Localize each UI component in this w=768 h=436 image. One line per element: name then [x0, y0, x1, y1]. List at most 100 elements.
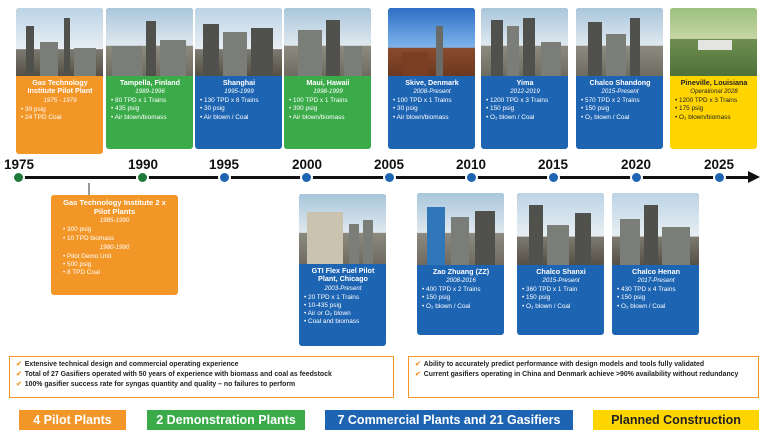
card-spec: 80 TPD x 1 Trains: [111, 97, 189, 105]
card-chalco-shandong: Chalco Shandong 2015-Present 570 TPD x 2…: [576, 8, 663, 149]
card-dates: Operational 2028: [690, 88, 738, 96]
legend-commercial-plants: 7 Commercial Plants and 21 Gasifiers: [325, 410, 573, 430]
legend-demonstration-plants: 2 Demonstration Plants: [147, 410, 305, 430]
timeline-dot: [630, 171, 643, 184]
year-label: 2015: [537, 157, 569, 172]
year-label: 2005: [373, 157, 405, 172]
year-label: 1995: [208, 157, 240, 172]
highlights-right: ✔ Ability to accurately predict performan…: [408, 356, 759, 398]
card-spec: 10-435 psig: [304, 302, 382, 310]
highlight-item: ✔ Total of 27 Gasifiers operated with 50 …: [16, 371, 332, 378]
card-dates: 2008-2016: [446, 277, 476, 285]
timeline-dot: [218, 171, 231, 184]
card-spec: O₂ blown/biomass: [675, 114, 753, 122]
card-dates: 2017-Present: [637, 277, 675, 285]
card-title: Chalco Shanxi: [536, 267, 586, 276]
year-label: 2020: [620, 157, 652, 172]
card-spec: 175 psig: [675, 105, 753, 113]
card-gti-pilot-plant: Gas Technology Institute Pilot Plant 197…: [16, 8, 103, 154]
card-dates: 2015-Present: [601, 88, 639, 96]
card-dates: 1989-1996: [135, 88, 165, 96]
card-spec: 30 psig: [393, 105, 471, 113]
card-spec: 130 TPD x 8 Trains: [200, 97, 278, 105]
card-skive-denmark: Skive, Denmark 2008-Present 100 TPD x 1 …: [388, 8, 475, 149]
card-spec: O₂ blown / Coal: [581, 114, 659, 122]
card-spec: 300 psig: [63, 226, 172, 234]
card-spec: 150 psig: [522, 294, 600, 302]
card-dates: 1998-1999: [313, 88, 343, 96]
card-tampella-finland: Tampella, Finland 1989-1996 80 TPD x 1 T…: [106, 8, 193, 149]
card-spec: Air blown/biomass: [111, 114, 189, 122]
check-icon: ✔: [16, 381, 22, 388]
timeline-dot: [136, 171, 149, 184]
card-chalco-shanxi: Chalco Shanxi 2015-Present 360 TPD x 1 T…: [517, 193, 604, 335]
timeline-dot: [465, 171, 478, 184]
card-spec: O₂ blown / Coal: [422, 303, 500, 311]
skive-photo: [388, 8, 475, 76]
card-title: Pineville, Louisiana: [680, 78, 748, 87]
card-spec: 24 TPD Coal: [21, 114, 99, 122]
card-spec: Air blown / Coal: [200, 114, 278, 122]
card-spec: 1200 TPD x 3 Trains: [486, 97, 564, 105]
year-label: 2000: [291, 157, 323, 172]
card-yima: Yima 2012-2019 1200 TPD x 3 Trains 150 p…: [481, 8, 568, 149]
card-title: Gas Technology Institute 2 x Pilot Plant…: [63, 198, 166, 216]
card-spec: 400 TPD x 2 Trains: [422, 286, 500, 294]
card-pineville-louisiana: Pineville, Louisiana Operational 2028 12…: [670, 8, 757, 149]
check-icon: ✔: [415, 371, 421, 378]
tampella-photo: [106, 8, 193, 76]
card-spec: 8 TPD Coal: [63, 269, 172, 277]
legend-planned-construction: Planned Construction: [593, 410, 759, 430]
year-label: 2025: [703, 157, 735, 172]
card-spec: O₂ blown / Coal: [486, 114, 564, 122]
card-spec: 100 TPD x 1 Trains: [393, 97, 471, 105]
yima-photo: [481, 8, 568, 76]
chalco-henan-photo: [612, 193, 699, 265]
card-spec: Air blown/biomass: [393, 114, 471, 122]
card-dates: 2008-Present: [413, 88, 451, 96]
year-label: 2010: [455, 157, 487, 172]
card-dates: 1985-1990: [99, 217, 130, 225]
card-chalco-henan: Chalco Henan 2017-Present 430 TPD x 4 Tr…: [612, 193, 699, 335]
card-spec: 150 psig: [486, 105, 564, 113]
card-dates: 2012-2019: [510, 88, 540, 96]
year-label: 1990: [127, 157, 159, 172]
card-spec: Air blown/biomass: [289, 114, 367, 122]
timeline-axis: [12, 176, 750, 179]
card-gti-flex-fuel: GTI Flex Fuel Pilot Plant, Chicago 2003-…: [299, 194, 386, 346]
card-spec: 500 psig: [63, 261, 172, 269]
card-spec: 300 psig: [289, 105, 367, 113]
connector-line: [88, 183, 90, 195]
maui-photo: [284, 8, 371, 76]
card-title: Yima: [516, 78, 534, 87]
check-icon: ✔: [415, 361, 421, 368]
highlight-item: ✔ Current gasifiers operating in China an…: [415, 371, 739, 378]
card-spec: 150 psig: [617, 294, 695, 302]
card-spec: 570 TPD x 2 Trains: [581, 97, 659, 105]
card-shanghai: Shanghai 1995-1999 130 TPD x 8 Trains 30…: [195, 8, 282, 149]
card-title: Skive, Denmark: [405, 78, 459, 87]
card-spec: O₂ blown / Coal: [522, 303, 600, 311]
card-spec: Pilot Demo Unit: [63, 253, 172, 261]
card-spec: 20 TPD x 1 Trains: [304, 294, 382, 302]
card-spec: O₂ blown / Coal: [617, 303, 695, 311]
card-spec: 150 psig: [422, 294, 500, 302]
chalco-shandong-photo: [576, 8, 663, 76]
card-spec: 30 psig: [21, 106, 99, 114]
timeline-dot: [12, 171, 25, 184]
check-icon: ✔: [16, 361, 22, 368]
shanghai-photo: [195, 8, 282, 76]
chalco-shanxi-photo: [517, 193, 604, 265]
card-dates: 1980-1990: [99, 243, 130, 251]
highlight-item: ✔ Extensive technical design and commerci…: [16, 361, 239, 368]
card-spec: 30 psig: [200, 105, 278, 113]
highlight-item: ✔ Ability to accurately predict performan…: [415, 361, 705, 368]
card-title: GTI Flex Fuel Pilot Plant, Chicago: [311, 266, 375, 284]
year-label: 1975: [3, 157, 35, 172]
card-spec: Coal and biomass: [304, 318, 382, 326]
highlights-left: ✔ Extensive technical design and commerci…: [9, 356, 394, 398]
card-spec: 435 psig: [111, 105, 189, 113]
card-title: Shanghai: [222, 78, 256, 87]
card-maui-hawaii: Maui, Hawaii 1998-1999 100 TPD x 1 Train…: [284, 8, 371, 149]
card-title: Chalco Shandong: [589, 78, 651, 87]
